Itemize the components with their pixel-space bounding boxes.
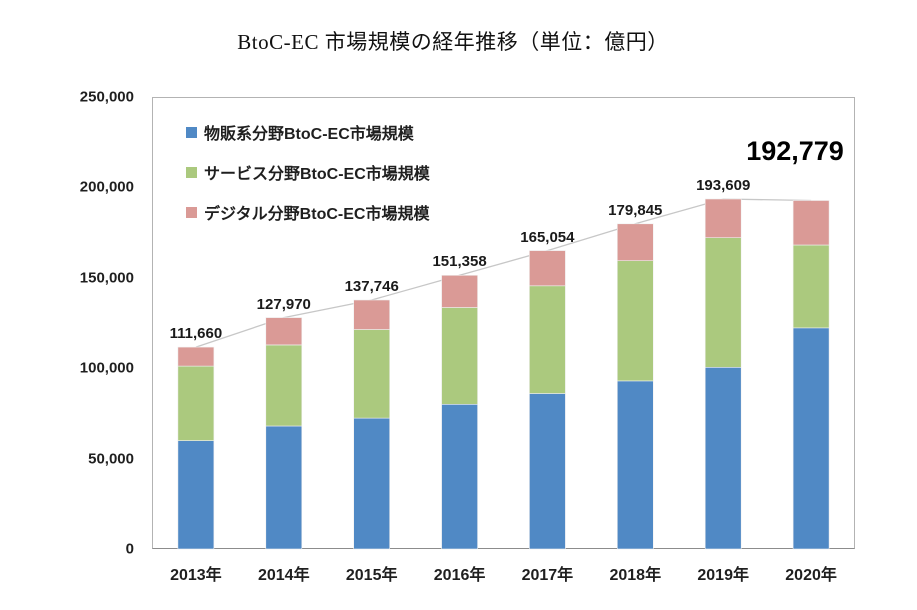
- y-tick-label: 150,000: [79, 269, 134, 287]
- y-tick-label: 200,000: [79, 178, 134, 196]
- legend-item-busshan: 物販系分野BtoC-EC市場規模: [186, 119, 430, 145]
- bar-segment-2019年-series2: [704, 198, 742, 239]
- x-tick-label: 2017年: [521, 567, 574, 584]
- y-tick-label: 250,000: [79, 88, 134, 106]
- legend-item-service: サービス分野BtoC-EC市場規模: [186, 159, 430, 185]
- bar-segment-2015年-series0: [353, 417, 391, 550]
- bar-segment-2014年-series1: [265, 344, 303, 427]
- total-label: 179,845: [608, 201, 663, 219]
- total-label: 127,970: [256, 295, 311, 313]
- bar-segment-2015年-series1: [353, 329, 391, 419]
- bar-segment-2015年-series2: [353, 299, 391, 330]
- x-tick-label: 2018年: [609, 567, 662, 584]
- bar-segment-2013年-series1: [177, 365, 215, 441]
- legend-label: サービス分野BtoC-EC市場規模: [204, 166, 430, 183]
- legend-label: 物販系分野BtoC-EC市場規模: [204, 126, 414, 143]
- x-tick-label: 2014年: [257, 567, 310, 584]
- bar-segment-2013年-series2: [177, 346, 215, 367]
- bar-segment-2013年-series0: [177, 440, 215, 550]
- bar-segment-2017年-series2: [529, 250, 566, 287]
- y-tick-label: 50,000: [88, 450, 134, 468]
- bar-segment-2014年-series2: [265, 317, 303, 346]
- x-tick-label: 2020年: [785, 567, 837, 584]
- total-label: 137,746: [344, 278, 399, 295]
- bar-segment-2019年-series1: [704, 237, 742, 368]
- total-label: 165,054: [520, 228, 575, 246]
- x-tick-label: 2015年: [345, 567, 398, 584]
- legend-label: デジタル分野BtoC-EC市場規模: [204, 206, 430, 223]
- total-label-highlight: 192,779: [746, 136, 844, 166]
- bar-segment-2016年-series1: [441, 307, 478, 405]
- bar-segment-2018年-series1: [616, 260, 654, 382]
- legend-swatch-green-icon: [186, 166, 197, 178]
- y-tick-label: 0: [125, 540, 134, 558]
- total-label: 151,358: [432, 253, 487, 271]
- bar-segment-2014年-series0: [265, 425, 303, 550]
- x-tick-label: 2013年: [170, 567, 222, 584]
- bar-segment-2017年-series0: [529, 393, 566, 550]
- bar-segment-2018年-series2: [616, 223, 654, 262]
- bar-segment-2020年-series0: [792, 327, 830, 550]
- bar-segment-2016年-series2: [441, 274, 478, 308]
- bar-segment-2019年-series0: [704, 366, 742, 550]
- legend-item-digital: デジタル分野BtoC-EC市場規模: [186, 199, 430, 225]
- chart-title: BtoC-EC 市場規模の経年推移（単位：億円）: [237, 30, 669, 54]
- x-tick-label: 2016年: [433, 567, 486, 584]
- bar-segment-2020年-series1: [792, 244, 830, 329]
- legend: 物販系分野BtoC-EC市場規模 サービス分野BtoC-EC市場規模 デジタル分…: [186, 119, 430, 239]
- bar-segment-2017年-series1: [529, 285, 566, 394]
- legend-swatch-blue-icon: [186, 126, 197, 138]
- x-tick-label: 2019年: [697, 567, 749, 584]
- total-label: 111,660: [169, 325, 223, 343]
- bar-segment-2020年-series2: [792, 200, 830, 246]
- bar-segment-2018年-series0: [616, 380, 654, 550]
- y-tick-label: 100,000: [79, 359, 134, 377]
- total-label: 193,609: [696, 177, 751, 194]
- legend-swatch-pink-icon: [186, 206, 197, 218]
- bar-segment-2016年-series0: [441, 403, 478, 550]
